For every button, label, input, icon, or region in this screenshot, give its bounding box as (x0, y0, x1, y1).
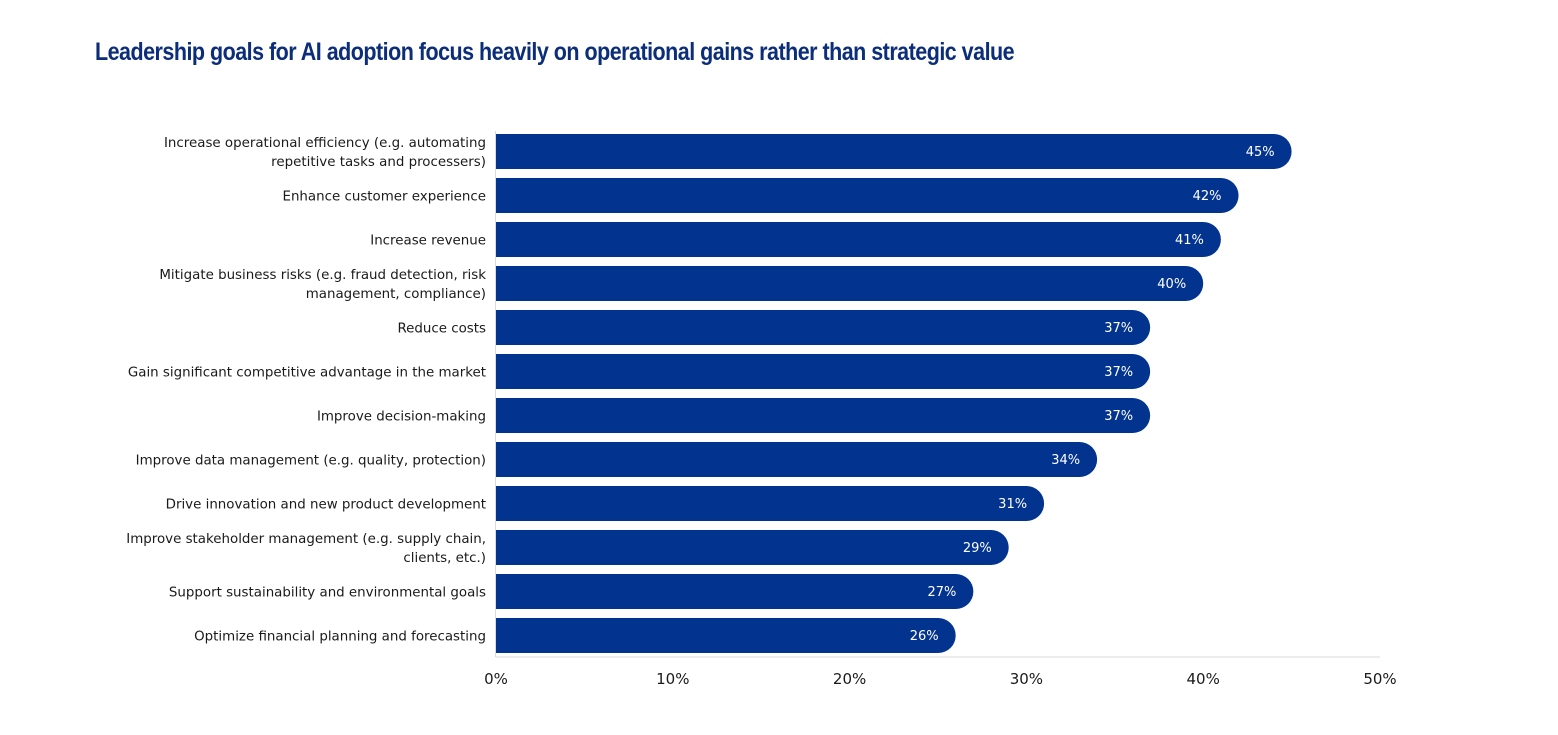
x-tick-label: 40% (1187, 670, 1220, 688)
category-label: Increase operational efficiency (e.g. au… (164, 136, 486, 170)
category-label: Drive innovation and new product develop… (166, 498, 486, 513)
category-label: Improve stakeholder management (e.g. sup… (126, 532, 486, 566)
x-tick-label: 10% (656, 670, 689, 688)
category-label-line: clients, etc.) (403, 551, 486, 566)
bar-value-label: 40% (1157, 277, 1186, 292)
category-label-line: Enhance customer experience (282, 190, 486, 205)
category-label: Mitigate business risks (e.g. fraud dete… (159, 268, 486, 302)
category-label-line: Gain significant competitive advantage i… (128, 366, 486, 381)
category-label: Optimize financial planning and forecast… (194, 630, 486, 645)
bar-value-label: 29% (963, 541, 992, 556)
category-label-line: management, compliance) (306, 287, 486, 302)
bar-value-label: 26% (910, 629, 939, 644)
bar-value-label: 37% (1104, 365, 1133, 380)
category-label-line: Increase revenue (370, 234, 486, 249)
category-label-line: Support sustainability and environmental… (169, 586, 486, 601)
bar-value-label: 34% (1051, 453, 1080, 468)
bar-value-label: 42% (1193, 189, 1222, 204)
x-tick-label: 50% (1363, 670, 1396, 688)
category-labels-group: Increase operational efficiency (e.g. au… (126, 136, 486, 645)
bar (496, 398, 1151, 433)
bar (496, 574, 974, 609)
category-label-line: repetitive tasks and processers) (271, 155, 486, 170)
category-label-line: Improve stakeholder management (e.g. sup… (126, 532, 486, 547)
category-label-line: Optimize financial planning and forecast… (194, 630, 486, 645)
bar (496, 618, 956, 653)
x-tick-label: 30% (1010, 670, 1043, 688)
bar-value-label: 37% (1104, 409, 1133, 424)
bar (496, 310, 1151, 345)
bar (496, 266, 1204, 301)
bar-value-label: 37% (1104, 321, 1133, 336)
bar (496, 442, 1098, 477)
bar (496, 354, 1151, 389)
category-label-line: Drive innovation and new product develop… (166, 498, 486, 513)
x-tick-labels-group: 0% 10% 20% 30% 40% 50% (484, 670, 1397, 688)
category-label: Improve decision-making (317, 410, 486, 425)
bar-value-label: 45% (1246, 145, 1275, 160)
category-label: Improve data management (e.g. quality, p… (136, 454, 486, 469)
bar-value-label: 31% (998, 497, 1027, 512)
category-label: Enhance customer experience (282, 190, 486, 205)
value-labels-group: 45% 42% 41% 40% 37% 37% 37% 34% 31% 29% 27% 26% (910, 145, 1275, 644)
category-label-line: Mitigate business risks (e.g. fraud dete… (159, 268, 486, 283)
category-label: Increase revenue (370, 234, 486, 249)
bar (496, 178, 1239, 213)
category-label: Support sustainability and environmental… (169, 586, 486, 601)
bar (496, 530, 1009, 565)
category-label-line: Reduce costs (397, 322, 486, 337)
category-label-line: Improve data management (e.g. quality, p… (136, 454, 486, 469)
category-label: Gain significant competitive advantage i… (128, 366, 486, 381)
x-tick-label: 20% (833, 670, 866, 688)
chart-title: Leadership goals for AI adoption focus h… (95, 38, 1015, 66)
bar (496, 222, 1221, 257)
x-tick-label: 0% (484, 670, 508, 688)
category-label-line: Increase operational efficiency (e.g. au… (164, 136, 486, 151)
category-label: Reduce costs (397, 322, 486, 337)
category-label-line: Improve decision-making (317, 410, 486, 425)
bar-value-label: 27% (927, 585, 956, 600)
bar (496, 134, 1292, 169)
bar (496, 486, 1045, 521)
bars-group (496, 134, 1292, 653)
bar-value-label: 41% (1175, 233, 1204, 248)
